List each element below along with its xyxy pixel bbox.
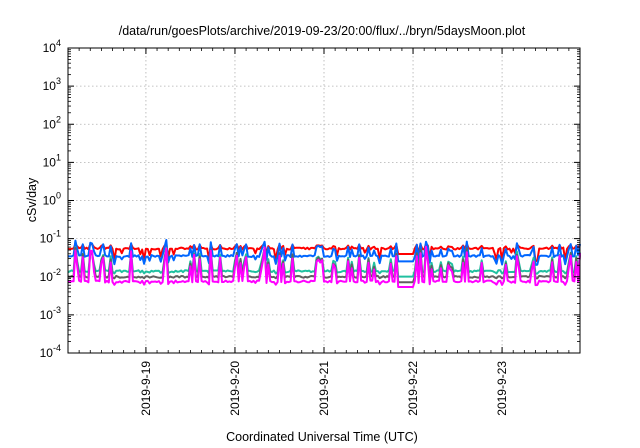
y-tick-label: 103 [43,76,61,93]
series-line-5 [67,245,581,288]
x-tick-label: 2019-9-22 [406,361,420,416]
series-line-1 [67,242,581,263]
y-tick-label: 102 [43,114,61,131]
y-tick-label: 10-2 [40,267,61,284]
y-tick-label: 100 [43,191,61,208]
x-tick-label: 2019-9-23 [495,361,509,416]
y-axis: 10-4 10-3 10-2 10-1 100 101 102 103 104 [40,38,580,360]
x-tick-label: 2019-9-20 [228,361,242,416]
x-tick-label: 2019-9-21 [317,361,331,416]
y-axis-label: cSv/day [25,177,39,222]
series-line-2 [67,239,581,266]
chart-title: /data/run/goesPlots/archive/2019-09-23/2… [119,24,526,38]
x-axis: 2019-9-19 2019-9-20 2019-9-21 2019-9-22 2019… [78,48,570,416]
x-tick-label: 2019-9-19 [139,361,153,416]
y-tick-label: 101 [43,152,61,169]
grid [68,48,580,353]
x-axis-label: Coordinated Universal Time (UTC) [226,430,418,444]
series-group [67,239,581,288]
y-tick-label: 104 [43,38,61,55]
y-tick-label: 10-3 [40,305,61,322]
y-tick-label: 10-1 [40,229,61,246]
y-tick-label: 10-4 [40,343,61,360]
